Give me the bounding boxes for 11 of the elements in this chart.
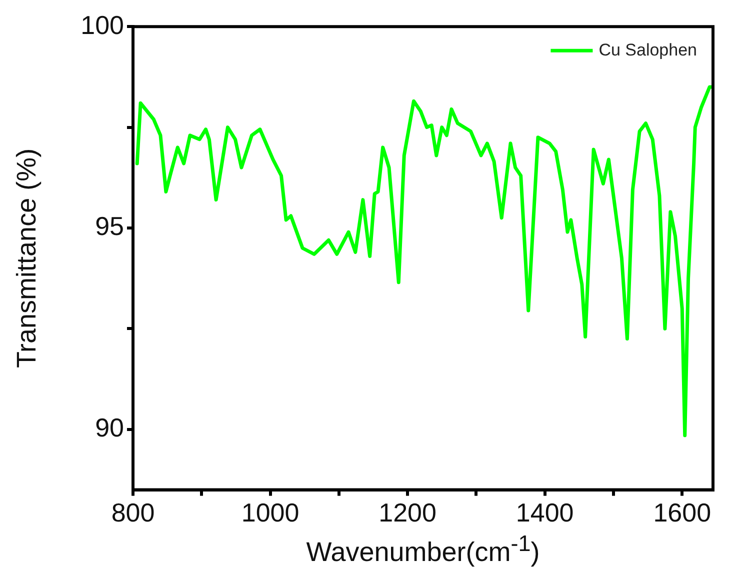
- x-tick-label: 1200: [378, 498, 436, 528]
- y-tick-label: 95: [95, 211, 124, 242]
- y-tick-label: 90: [95, 412, 124, 443]
- x-tick-label: 800: [111, 498, 155, 528]
- x-tick-label: 1000: [241, 498, 300, 528]
- x-axis-title: Wavenumber(cm$^{-1}$): [305, 531, 541, 568]
- y-tick-label: 100: [80, 10, 124, 40]
- y-axis-title: Transmittance (%): [12, 148, 42, 368]
- legend-label: Cu Salophen: [598, 40, 698, 60]
- x-tick-label: 1400: [516, 498, 574, 528]
- x-tick-label: 1600: [653, 498, 712, 528]
